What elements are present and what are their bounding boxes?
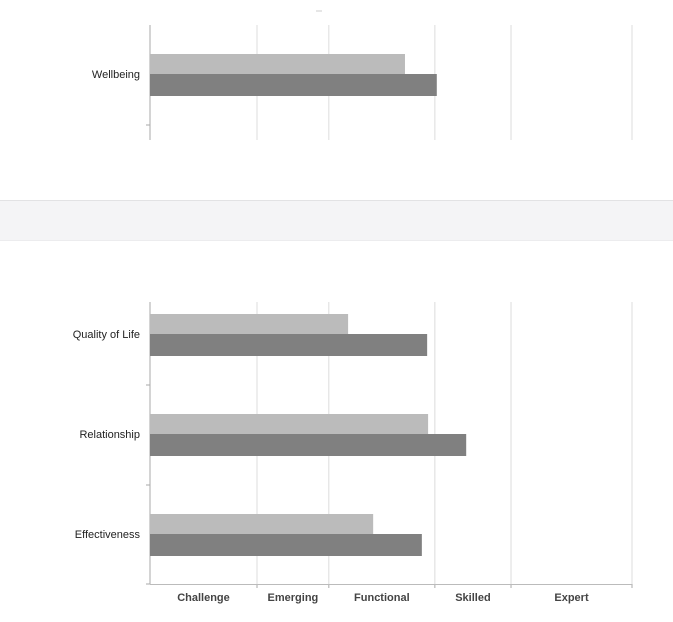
y-tick-label: Effectiveness: [75, 529, 141, 541]
x-band-label: Expert: [554, 592, 589, 604]
bar: [150, 54, 405, 74]
x-band-label: Challenge: [177, 592, 230, 604]
bar: [150, 514, 374, 534]
y-tick-label: Relationship: [79, 429, 140, 441]
bar: [150, 314, 349, 334]
x-band-label: Emerging: [268, 592, 319, 604]
bar: [150, 74, 437, 96]
bar: [150, 534, 422, 556]
bar: [150, 414, 429, 434]
bar: [150, 434, 467, 456]
separator: [0, 200, 673, 241]
x-band-label: Skilled: [455, 592, 490, 604]
y-tick-label: Wellbeing: [92, 69, 140, 81]
y-tick-label: Quality of Life: [73, 329, 140, 341]
bar: [150, 334, 428, 356]
x-band-label: Functional: [354, 592, 410, 604]
